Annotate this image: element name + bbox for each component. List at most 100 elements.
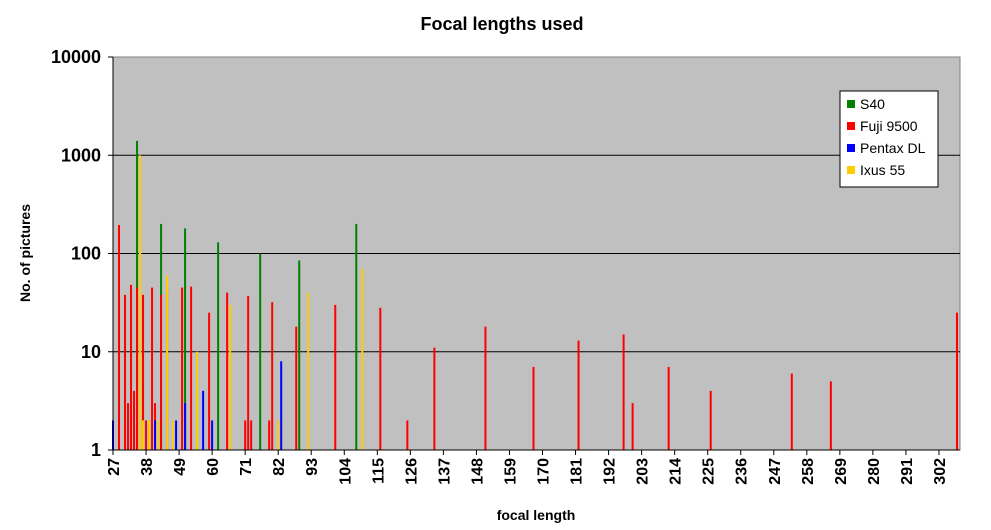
bar-fuji-9500 (406, 420, 409, 450)
y-axis-ticks: 1 10 100 1000 10000 (51, 47, 113, 460)
legend-label-ixus-55: Ixus 55 (860, 162, 905, 178)
y-tick-label: 100 (71, 244, 101, 264)
bar-ixus-55 (139, 155, 142, 450)
legend-label-s40: S40 (860, 96, 885, 112)
x-tick-label: 38 (139, 458, 156, 476)
bar-pentax-dl (211, 420, 214, 450)
x-tick-label: 225 (701, 458, 718, 485)
bar-pentax-dl (280, 361, 283, 450)
x-tick-label: 49 (172, 458, 189, 476)
bar-fuji-9500 (244, 420, 247, 450)
y-axis-label: No. of pictures (17, 204, 33, 302)
bar-ixus-55 (157, 420, 160, 450)
bar-s40 (259, 253, 262, 450)
x-tick-label: 82 (271, 458, 288, 476)
bar-ixus-55 (229, 304, 232, 450)
bar-s40 (298, 260, 301, 450)
x-axis-label: focal length (497, 507, 576, 523)
x-tick-label: 137 (436, 458, 453, 485)
bar-fuji-9500 (631, 403, 634, 450)
bar-ixus-55 (166, 275, 169, 450)
bar-fuji-9500 (829, 381, 832, 450)
bar-fuji-9500 (622, 334, 625, 450)
bar-ixus-55 (277, 420, 280, 450)
bar-pentax-dl (175, 420, 178, 450)
x-axis-ticks: 27 38 49 60 71 82 93 104 115 126 137 148 159 170 181 19… (106, 450, 949, 485)
bar-fuji-9500 (127, 403, 130, 450)
legend-label-fuji-9500: Fuji 9500 (860, 118, 918, 134)
bar-fuji-9500 (142, 294, 145, 450)
y-tick-label: 10 (81, 342, 101, 362)
bar-fuji-9500 (250, 420, 253, 450)
bar-fuji-9500 (190, 286, 193, 450)
legend-label-pentax-dl: Pentax DL (860, 140, 926, 156)
x-tick-label: 159 (502, 458, 519, 485)
x-tick-label: 104 (337, 458, 354, 485)
bar-fuji-9500 (271, 302, 274, 450)
bar-fuji-9500 (247, 295, 250, 450)
x-tick-label: 181 (569, 458, 586, 485)
x-tick-label: 71 (238, 458, 255, 476)
x-tick-label: 214 (668, 458, 685, 485)
bar-fuji-9500 (151, 287, 154, 450)
bar-fuji-9500 (160, 294, 163, 450)
bar-s40 (217, 242, 220, 450)
legend: S40 Fuji 9500 Pentax DL Ixus 55 (839, 90, 939, 188)
bar-ixus-55 (196, 351, 199, 450)
x-tick-label: 291 (899, 458, 916, 485)
bar-fuji-9500 (133, 390, 136, 450)
bar-pentax-dl (154, 420, 157, 450)
gridlines (113, 154, 960, 353)
x-tick-label: 203 (635, 458, 652, 485)
x-tick-label: 126 (403, 458, 420, 485)
x-tick-label: 258 (800, 458, 817, 485)
y-tick-label: 1000 (61, 145, 101, 165)
x-tick-label: 148 (469, 458, 486, 485)
legend-swatch-fuji-9500 (847, 122, 855, 130)
bar-ixus-55 (172, 420, 175, 450)
legend-swatch-s40 (847, 100, 855, 108)
y-tick-label: 10000 (51, 47, 101, 67)
x-tick-label: 247 (767, 458, 784, 485)
bar-fuji-9500 (181, 287, 184, 450)
bar-pentax-dl (202, 390, 205, 450)
bar-fuji-9500 (577, 340, 580, 450)
bar-fuji-9500 (124, 294, 127, 450)
bar-fuji-9500 (136, 287, 139, 450)
x-tick-label: 170 (536, 458, 553, 485)
x-tick-label: 115 (370, 458, 387, 484)
legend-box (839, 90, 939, 188)
bar-fuji-9500 (667, 366, 670, 450)
bar-ixus-55 (307, 292, 310, 450)
bar-fuji-9500 (433, 347, 436, 450)
bar-fuji-9500 (955, 312, 958, 450)
bar-fuji-9500 (130, 284, 133, 450)
bar-fuji-9500 (295, 326, 298, 450)
x-tick-label: 236 (734, 458, 751, 485)
bar-s40 (355, 223, 358, 450)
x-tick-label: 192 (602, 458, 619, 485)
bar-ixus-55 (148, 420, 151, 450)
x-tick-label: 27 (106, 458, 123, 476)
x-tick-label: 93 (304, 458, 321, 476)
bar-fuji-9500 (226, 292, 229, 450)
bar-ixus-55 (361, 268, 364, 450)
bar-fuji-9500 (118, 225, 121, 450)
bar-fuji-9500 (145, 420, 148, 450)
bar-fuji-9500 (334, 304, 337, 450)
bar-fuji-9500 (208, 312, 211, 450)
bar-fuji-9500 (532, 366, 535, 450)
legend-swatch-pentax-dl (847, 144, 855, 152)
legend-swatch-ixus-55 (847, 166, 855, 174)
bar-s40 (184, 228, 187, 450)
x-tick-label: 60 (205, 458, 222, 476)
bar-fuji-9500 (379, 307, 382, 450)
bar-fuji-9500 (709, 390, 712, 450)
x-tick-label: 269 (833, 458, 850, 485)
x-tick-label: 280 (866, 458, 883, 485)
x-tick-label: 302 (932, 458, 949, 485)
bar-fuji-9500 (268, 420, 271, 450)
bar-fuji-9500 (484, 326, 487, 450)
bar-pentax-dl (184, 403, 187, 450)
